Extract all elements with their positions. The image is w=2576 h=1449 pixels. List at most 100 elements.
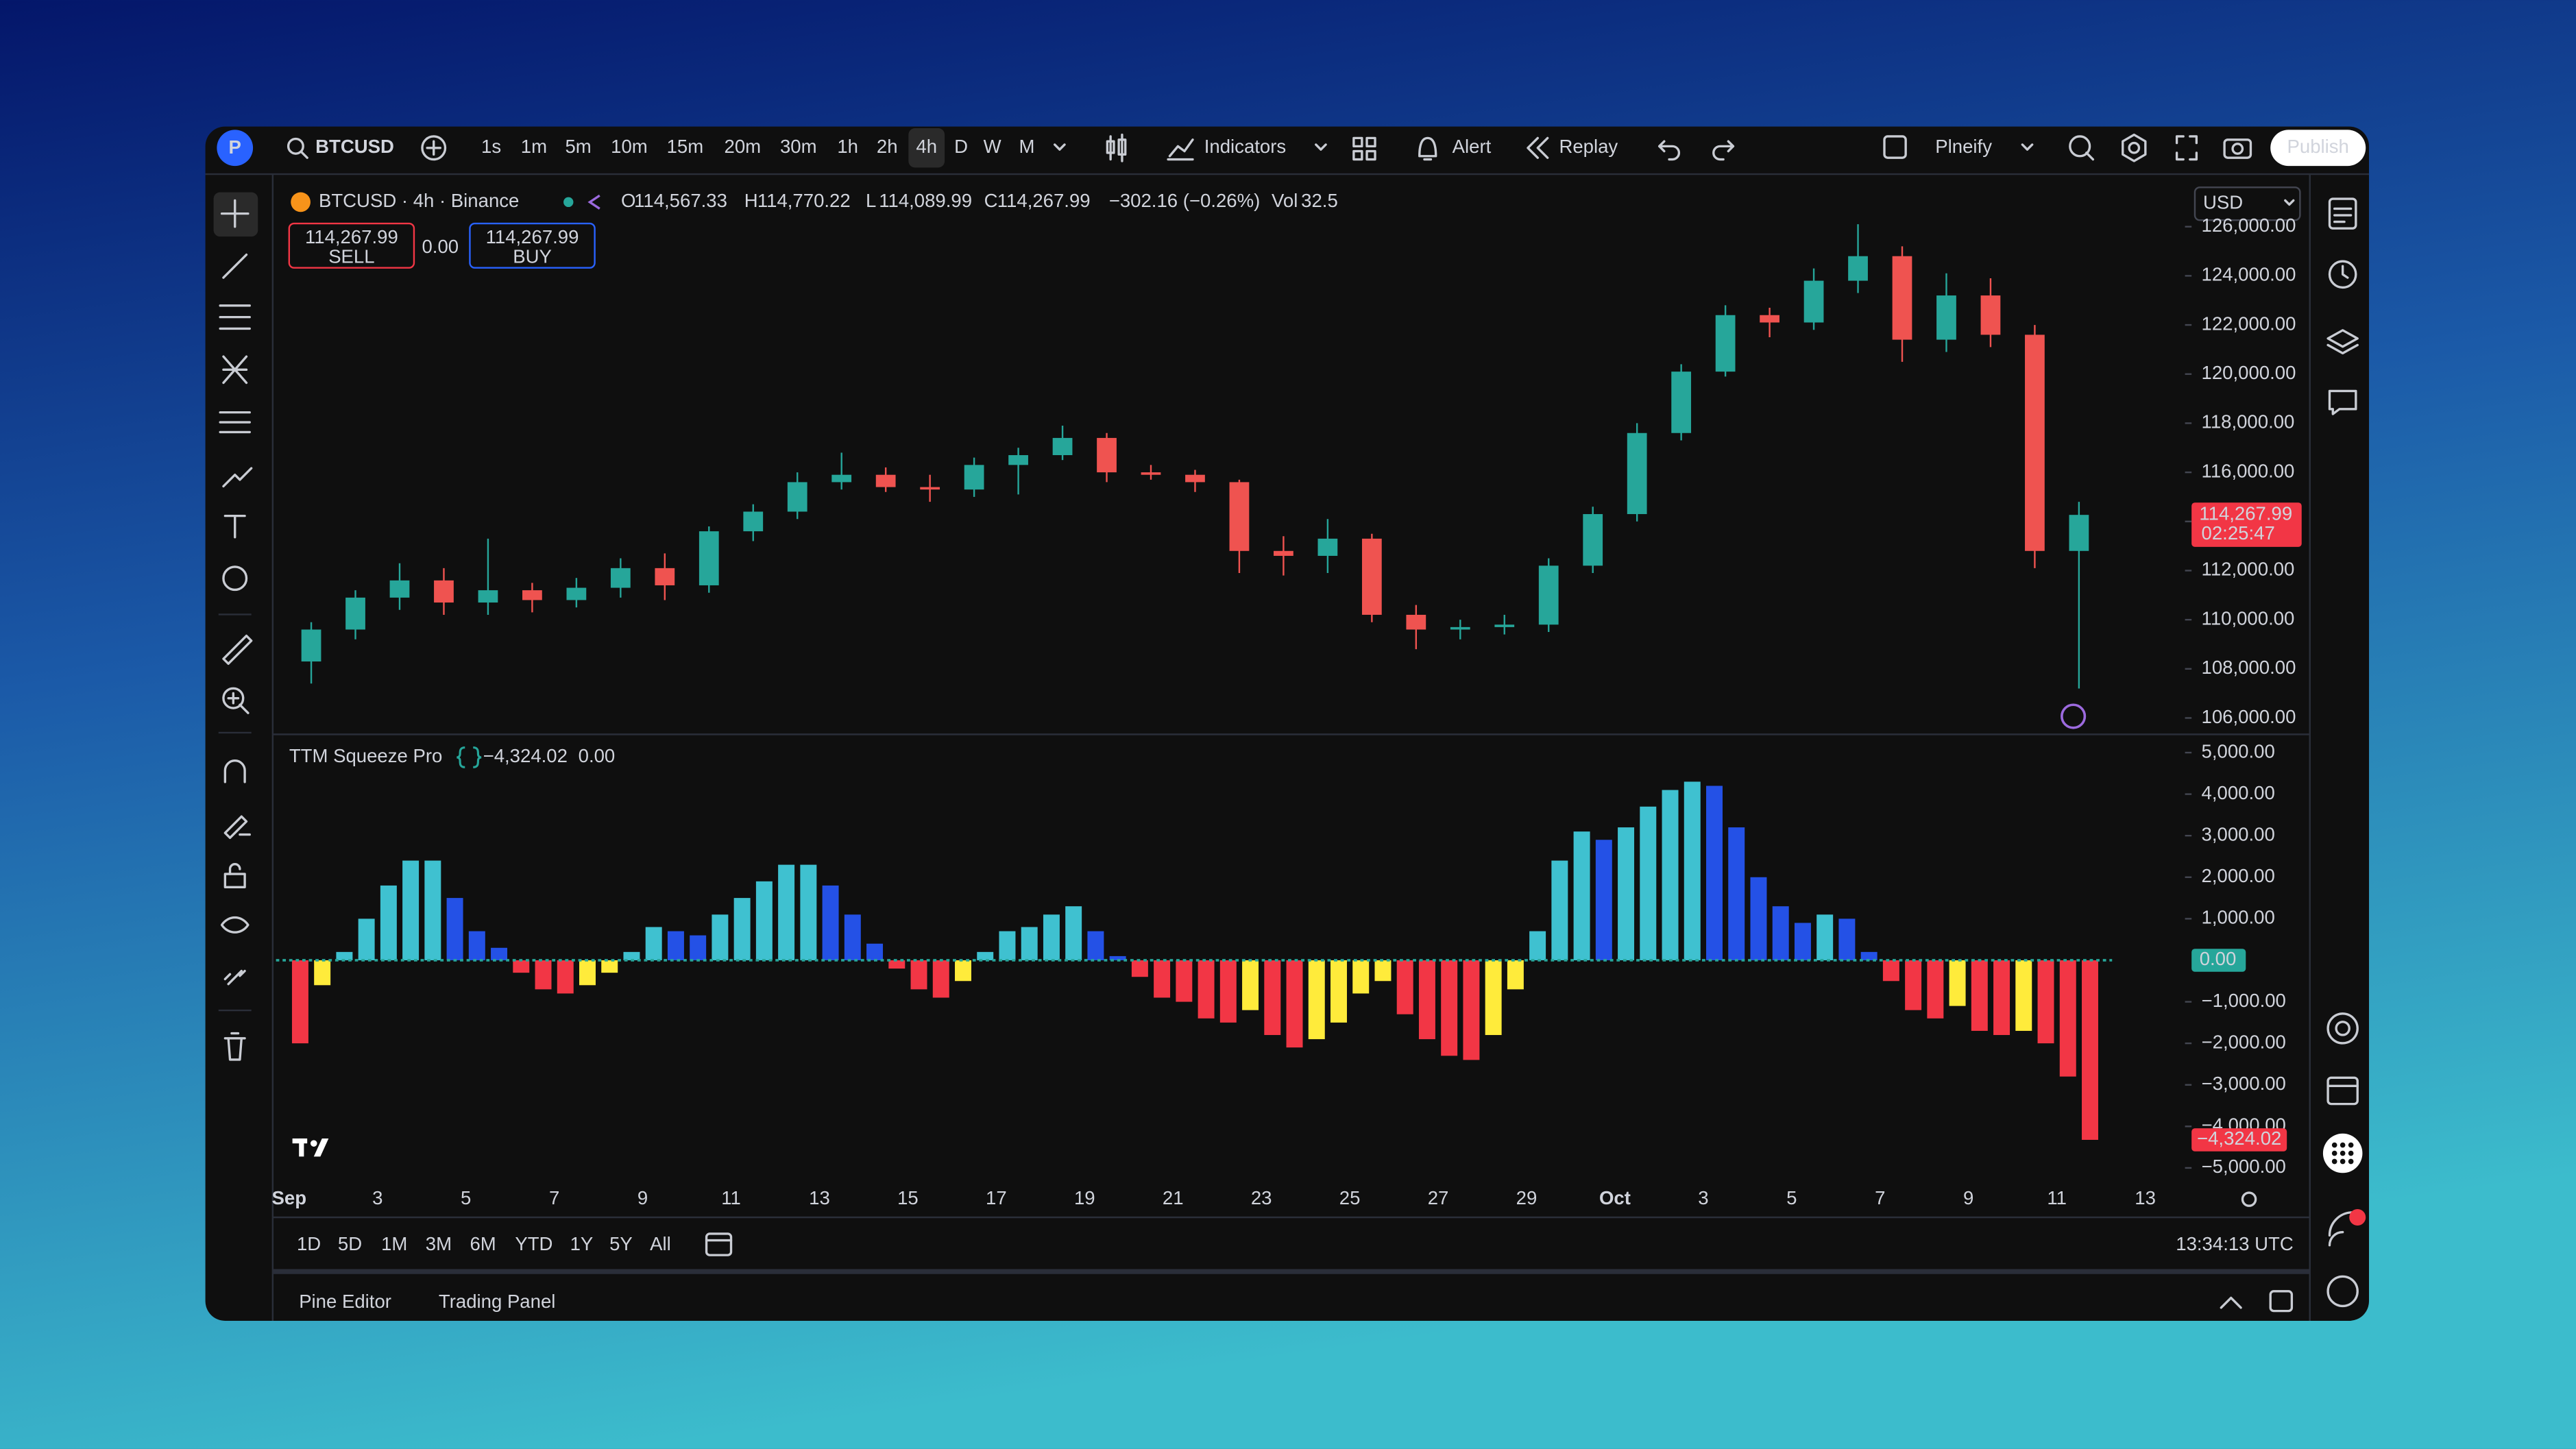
range-button[interactable]: 1M (381, 1233, 407, 1254)
indicators-button[interactable]: Indicators (1204, 136, 1286, 157)
currency-chevron[interactable] (2284, 199, 2295, 206)
histogram-bar (955, 960, 971, 982)
candle-body (1980, 295, 2001, 335)
sell-price[interactable]: 114,267.99 (305, 226, 398, 247)
interval[interactable]: D (954, 136, 968, 157)
compare-icon[interactable] (421, 135, 447, 161)
histogram-bar (1308, 960, 1325, 1040)
interval[interactable]: 30m (780, 136, 817, 157)
replay-icon[interactable] (1527, 136, 1549, 159)
interval[interactable]: 1s (481, 136, 501, 157)
buy-price[interactable]: 114,267.99 (486, 226, 579, 247)
range-button[interactable]: 6M (470, 1233, 496, 1254)
quick-search-icon[interactable] (2069, 135, 2095, 161)
interval-chevron[interactable] (1053, 143, 1066, 151)
sell-button[interactable] (288, 222, 415, 269)
candle-body (1406, 614, 1426, 630)
layout-chevron[interactable] (2021, 143, 2034, 151)
fullscreen-icon[interactable] (2175, 135, 2198, 161)
replay-button[interactable]: Replay (1559, 136, 1618, 157)
candle-body (698, 531, 719, 585)
currency-select[interactable] (2194, 186, 2301, 221)
interval[interactable]: 5m (565, 136, 591, 157)
sell-label[interactable]: SELL (328, 246, 374, 267)
range-button[interactable]: 1Y (570, 1233, 594, 1254)
histogram-bar (1618, 827, 1635, 960)
range-button[interactable]: YTD (515, 1233, 552, 1254)
histogram-bar (1507, 960, 1524, 990)
candle-body (875, 474, 896, 487)
bottom-tab[interactable]: Trading Panel (439, 1291, 555, 1312)
histogram-bar (932, 960, 949, 998)
y-tick-label: 5,000.00 (2202, 740, 2275, 762)
stream-icon (587, 194, 600, 210)
histogram-bar (999, 931, 1016, 960)
y-tick-label: −3,000.00 (2202, 1073, 2286, 1094)
snapshot-icon[interactable] (2223, 138, 2252, 159)
search-icon[interactable] (287, 137, 308, 159)
event-marker[interactable] (2061, 703, 2087, 729)
logo[interactable] (217, 130, 254, 167)
last-value-badge (2191, 1128, 2287, 1152)
range-button[interactable]: 1D (297, 1233, 321, 1254)
layout-icon[interactable] (1883, 135, 1907, 159)
buy-label[interactable]: BUY (513, 246, 552, 267)
histogram-bar (513, 960, 530, 973)
settings-icon[interactable] (2122, 133, 2147, 162)
range-button[interactable]: 5Y (609, 1233, 633, 1254)
alert-button[interactable]: Alert (1453, 136, 1492, 157)
symbol[interactable]: BTCUSD (315, 136, 394, 157)
bottom-tab[interactable]: Pine Editor (299, 1291, 391, 1312)
histogram-bar (535, 960, 552, 990)
right-tools[interactable] (2326, 197, 2359, 1308)
maximize-icon[interactable] (2269, 1290, 2294, 1313)
interval[interactable]: 10m (611, 136, 648, 157)
x-tick-label: 27 (1428, 1187, 1449, 1208)
candle-body (301, 629, 321, 662)
y-tick-label: 120,000.00 (2202, 362, 2296, 383)
interval[interactable]: M (1019, 136, 1034, 157)
interval[interactable]: 20m (725, 136, 762, 157)
alert-icon[interactable] (1418, 136, 1437, 161)
histogram-bar (1816, 914, 1834, 960)
interval[interactable]: W (984, 136, 1001, 157)
x-tick-label: 7 (549, 1187, 559, 1208)
zero-badge (2191, 949, 2246, 972)
interval[interactable]: 2h (877, 136, 898, 157)
currency[interactable]: USD (2203, 192, 2243, 213)
range-button[interactable]: 3M (426, 1233, 452, 1254)
indicators-icon[interactable] (1167, 138, 1194, 161)
range-button[interactable]: All (650, 1233, 671, 1254)
candle-body (522, 590, 542, 600)
interval[interactable]: 1m (521, 136, 547, 157)
interval[interactable]: 15m (667, 136, 704, 157)
range-button[interactable]: 5D (338, 1233, 362, 1254)
histogram-bar (888, 960, 906, 969)
candle-body (831, 474, 852, 483)
templates-icon[interactable] (1352, 136, 1376, 161)
histogram-bar (1794, 923, 1811, 960)
candle-body (1494, 624, 1515, 627)
interval[interactable]: 1h (837, 136, 858, 157)
buy-button[interactable] (469, 222, 596, 269)
undo-icon[interactable] (1657, 140, 1681, 161)
histogram-bar (2015, 960, 2032, 1031)
chart-type-icon[interactable] (1106, 133, 1127, 162)
layout-name[interactable]: Plneify (1935, 136, 1992, 157)
histogram-bar (1396, 960, 1413, 1014)
calendar-icon[interactable] (705, 1232, 733, 1256)
left-tools[interactable] (219, 199, 253, 1061)
y-tick-label: 3,000.00 (2202, 823, 2275, 844)
histogram-bar (667, 931, 684, 960)
collapse-icon[interactable] (2220, 1296, 2242, 1309)
x-tick-label: Oct (1599, 1187, 1631, 1208)
histogram-bar (557, 960, 574, 994)
histogram-bar (1109, 955, 1126, 960)
publish-label[interactable]: Publish (2287, 136, 2349, 157)
axis-settings[interactable] (2241, 1191, 2257, 1207)
ohlc-value: 114,267.99 (997, 190, 1091, 211)
publish-button[interactable] (2270, 130, 2366, 167)
interval[interactable]: 4h (916, 136, 937, 157)
candle-body (610, 568, 631, 588)
indicators-chevron[interactable] (1315, 143, 1327, 151)
